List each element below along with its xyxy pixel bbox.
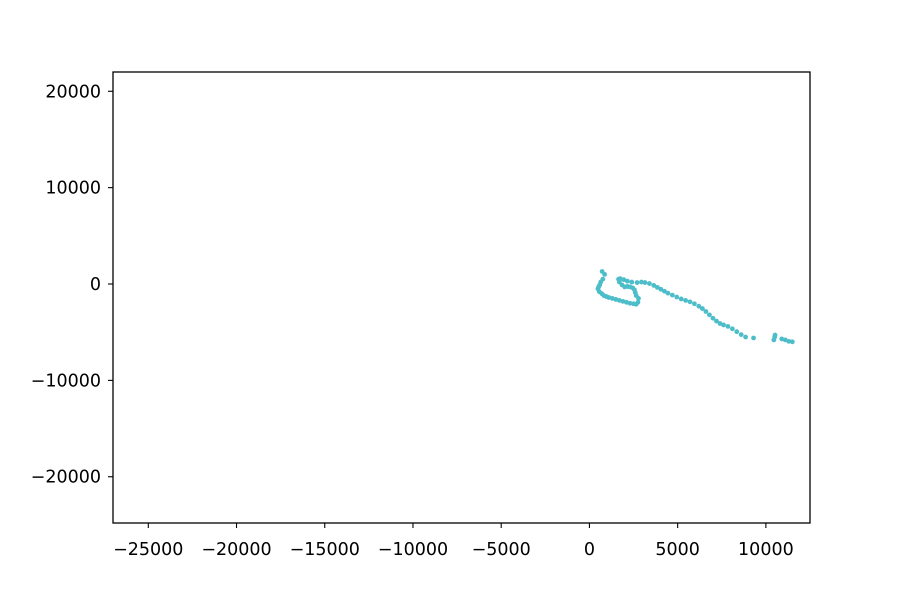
data-point [602,271,608,277]
data-point [635,299,641,305]
plot-frame [112,71,811,524]
data-point [687,299,693,305]
data-point [786,338,792,344]
data-point [678,296,684,302]
x-tick-label: −15000 [290,540,360,560]
y-tick-label: 10000 [45,179,101,199]
x-axis: −25000 −20000 −15000 −10000 −5000 0 5000 10000 [113,523,794,560]
data-point [772,332,778,338]
data-point [738,332,744,337]
data-point [707,312,712,318]
y-axis: 20000 10000 0 −10000 −20000 [31,82,113,488]
scatter-points [595,269,795,345]
data-point [743,334,748,340]
x-tick-label: −5000 [472,540,531,560]
x-tick-label: 0 [584,540,595,560]
data-point [696,303,702,309]
data-point [789,339,795,345]
data-point [703,309,709,314]
x-tick-label: −25000 [113,540,183,560]
data-point [692,301,697,307]
data-point [751,335,756,341]
data-point [647,281,652,286]
y-tick-label: 20000 [45,82,101,102]
y-tick-label: 0 [90,275,101,295]
x-tick-label: −10000 [378,540,448,560]
data-point [729,326,735,332]
data-point [710,315,716,321]
x-tick-label: 10000 [738,540,794,560]
x-tick-label: −20000 [201,540,271,560]
data-point [674,294,680,300]
data-point [634,280,640,285]
data-point [669,292,675,298]
data-point [699,306,705,311]
data-point [651,283,657,288]
data-point [627,300,633,306]
data-point [725,324,731,329]
y-tick-label: −10000 [31,371,101,391]
data-point [642,280,648,285]
data-point [624,278,630,284]
data-point [654,284,660,290]
data-point [662,288,667,294]
data-point [683,297,688,303]
data-point [721,322,726,328]
x-tick-label: 5000 [655,540,700,560]
data-point [658,286,664,292]
data-point [629,279,635,285]
data-point [734,329,740,335]
data-point [665,290,671,296]
data-point [639,279,644,285]
y-tick-label: −20000 [31,468,101,488]
data-point [714,318,719,324]
